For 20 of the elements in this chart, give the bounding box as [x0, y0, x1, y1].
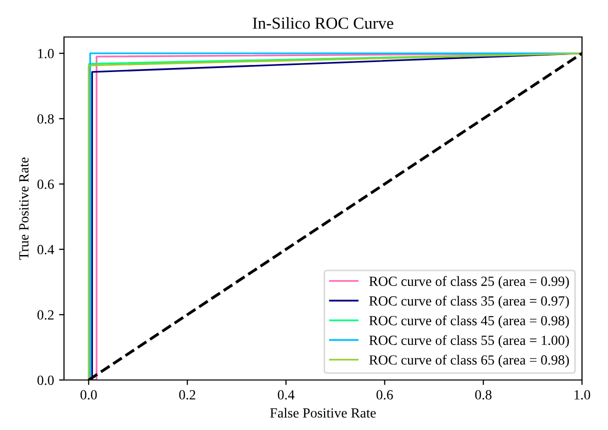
x-tick-label: 0.8 [475, 390, 492, 400]
y-tick-label: 0.4 [37, 244, 54, 254]
x-tick-label: 0.0 [80, 390, 97, 400]
legend-label: ROC curve of class 25 (area = 0.99) [369, 276, 569, 289]
y-tick-label: 0.8 [37, 114, 54, 124]
x-tick-label: 0.2 [179, 390, 196, 400]
x-tick-label: 0.6 [376, 390, 393, 400]
x-tick-label: 1.0 [574, 390, 590, 400]
chart-title: In-Silico ROC Curve [252, 17, 394, 29]
y-tick-label: 0.0 [37, 376, 54, 386]
y-tick-label: 0.2 [37, 310, 54, 320]
legend-label: ROC curve of class 65 (area = 0.98) [369, 354, 569, 368]
y-tick-label: 1.0 [38, 48, 54, 58]
legend-label: ROC curve of class 55 (area = 1.00) [369, 335, 569, 348]
y-tick-label: 0.6 [37, 180, 54, 190]
legend-label: ROC curve of class 35 (area = 0.97) [369, 296, 569, 308]
y-axis-title: True Positive Rate [19, 158, 29, 260]
x-axis-title: False Positive Rate [270, 408, 376, 418]
legend-label: ROC curve of class 45 (area = 0.98) [369, 315, 569, 328]
x-tick-label: 0.4 [278, 390, 294, 400]
